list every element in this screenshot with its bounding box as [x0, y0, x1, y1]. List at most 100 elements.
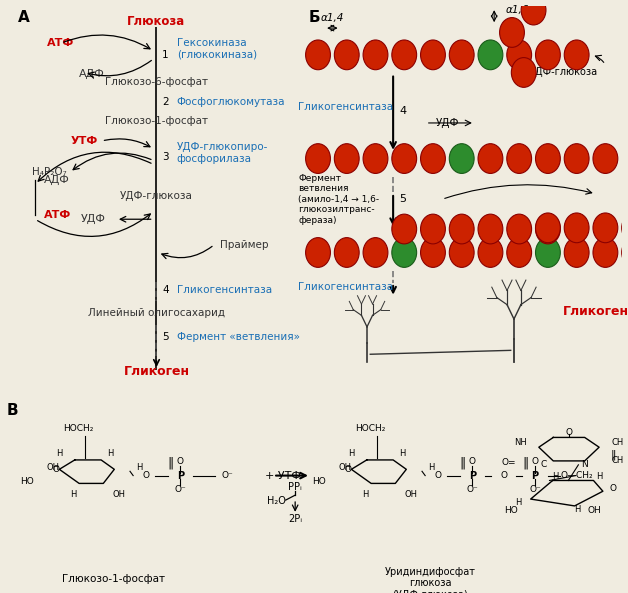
Text: 2Pᵢ: 2Pᵢ	[288, 514, 302, 524]
Text: H: H	[575, 505, 581, 514]
Text: АДФ: АДФ	[78, 69, 104, 79]
Circle shape	[622, 238, 628, 267]
Text: O: O	[531, 457, 539, 466]
Text: Глюкозо-6-фосфат: Глюкозо-6-фосфат	[105, 77, 208, 87]
Circle shape	[449, 238, 474, 267]
Text: O=: O=	[501, 458, 516, 467]
Text: HO: HO	[504, 506, 518, 515]
Text: Линейный олигосахарид: Линейный олигосахарид	[88, 308, 225, 318]
Text: NH: NH	[514, 438, 527, 447]
Text: УТФ: УТФ	[71, 136, 98, 146]
Circle shape	[564, 238, 589, 267]
Text: АТФ: АТФ	[46, 38, 74, 48]
Text: АТФ: АТФ	[44, 211, 71, 221]
Text: УДФ: УДФ	[80, 214, 106, 224]
Text: 4: 4	[399, 106, 407, 116]
Circle shape	[363, 40, 388, 70]
Text: 5: 5	[399, 195, 407, 204]
Circle shape	[536, 40, 560, 70]
Text: O: O	[142, 471, 149, 480]
Text: H: H	[348, 448, 354, 458]
Circle shape	[593, 238, 618, 267]
Text: Уридиндифосфат
глюкоза
(УДФ-глюкоза): Уридиндифосфат глюкоза (УДФ-глюкоза)	[385, 566, 475, 593]
Text: УДФ-глюкоза: УДФ-глюкоза	[530, 68, 598, 78]
Circle shape	[421, 40, 445, 70]
Circle shape	[521, 0, 546, 25]
Circle shape	[507, 238, 531, 267]
Text: O: O	[176, 457, 184, 466]
Text: Н₄Р₂О₇: Н₄Р₂О₇	[32, 167, 67, 177]
Text: H: H	[515, 498, 521, 506]
Text: H: H	[428, 463, 435, 472]
Text: Б: Б	[308, 10, 320, 25]
Text: Гексокиназа
(глюкокиназа): Гексокиназа (глюкокиназа)	[176, 38, 257, 60]
Text: Гликоген: Гликоген	[563, 305, 628, 318]
Text: Глюкозо-1-фосфат: Глюкозо-1-фосфат	[105, 116, 208, 126]
Circle shape	[478, 238, 503, 267]
Text: O: O	[500, 471, 507, 480]
Text: ‖: ‖	[611, 449, 617, 460]
Circle shape	[593, 213, 618, 243]
Text: OH: OH	[587, 506, 601, 515]
Circle shape	[536, 238, 560, 267]
Text: В: В	[6, 403, 18, 418]
Text: OH: OH	[338, 463, 351, 472]
Circle shape	[392, 40, 416, 70]
Circle shape	[449, 214, 474, 244]
Text: 3: 3	[162, 152, 169, 162]
Circle shape	[421, 214, 445, 244]
Text: ‖: ‖	[460, 457, 466, 470]
Circle shape	[507, 144, 531, 173]
Text: HO: HO	[313, 477, 327, 486]
Text: H: H	[399, 448, 406, 458]
Text: PPᵢ: PPᵢ	[288, 482, 302, 492]
Circle shape	[536, 144, 560, 173]
Text: H: H	[56, 448, 62, 458]
Text: УДФ: УДФ	[436, 118, 459, 128]
Circle shape	[392, 144, 416, 173]
Text: 2: 2	[162, 97, 169, 107]
Text: H: H	[136, 463, 143, 472]
Text: P: P	[176, 471, 184, 480]
Text: HOCH₂: HOCH₂	[355, 424, 386, 433]
Text: ‖: ‖	[168, 457, 174, 470]
Text: H: H	[70, 490, 76, 499]
Text: 4: 4	[162, 285, 169, 295]
Text: α1,4: α1,4	[321, 12, 344, 23]
Circle shape	[421, 238, 445, 267]
Circle shape	[363, 144, 388, 173]
Text: O—CH₂: O—CH₂	[560, 471, 593, 480]
Text: Гликоген: Гликоген	[124, 365, 190, 378]
Circle shape	[478, 144, 503, 173]
Text: H: H	[362, 490, 368, 499]
Text: Фосфоглюкомутаза: Фосфоглюкомутаза	[176, 97, 285, 107]
Circle shape	[306, 238, 330, 267]
Text: HOCH₂: HOCH₂	[63, 424, 94, 433]
Text: 1: 1	[162, 50, 169, 60]
Text: УДФ-глюкопиро-
фосфорилаза: УДФ-глюкопиро- фосфорилаза	[176, 142, 268, 164]
Circle shape	[449, 40, 474, 70]
Text: H: H	[553, 472, 559, 481]
Text: O⁻: O⁻	[175, 485, 186, 494]
Text: Глюкоза: Глюкоза	[127, 15, 186, 28]
Circle shape	[564, 213, 589, 243]
Circle shape	[392, 238, 416, 267]
Text: Праймер: Праймер	[220, 240, 269, 250]
Text: OH: OH	[404, 490, 418, 499]
Text: Гликогенсинтаза: Гликогенсинтаза	[298, 103, 394, 112]
Circle shape	[306, 40, 330, 70]
Text: N: N	[582, 460, 588, 469]
Circle shape	[622, 213, 628, 243]
Circle shape	[536, 213, 560, 243]
Text: O⁻: O⁻	[221, 471, 233, 480]
Text: Фермент «ветвления»: Фермент «ветвления»	[176, 331, 300, 342]
Text: O⁻: O⁻	[529, 485, 541, 494]
Text: O: O	[609, 484, 616, 493]
Text: OH: OH	[46, 463, 59, 472]
Circle shape	[334, 40, 359, 70]
Text: 5: 5	[162, 331, 169, 342]
Circle shape	[306, 144, 330, 173]
Text: α1,6: α1,6	[506, 5, 529, 15]
Circle shape	[511, 58, 536, 87]
Text: C: C	[541, 460, 547, 469]
